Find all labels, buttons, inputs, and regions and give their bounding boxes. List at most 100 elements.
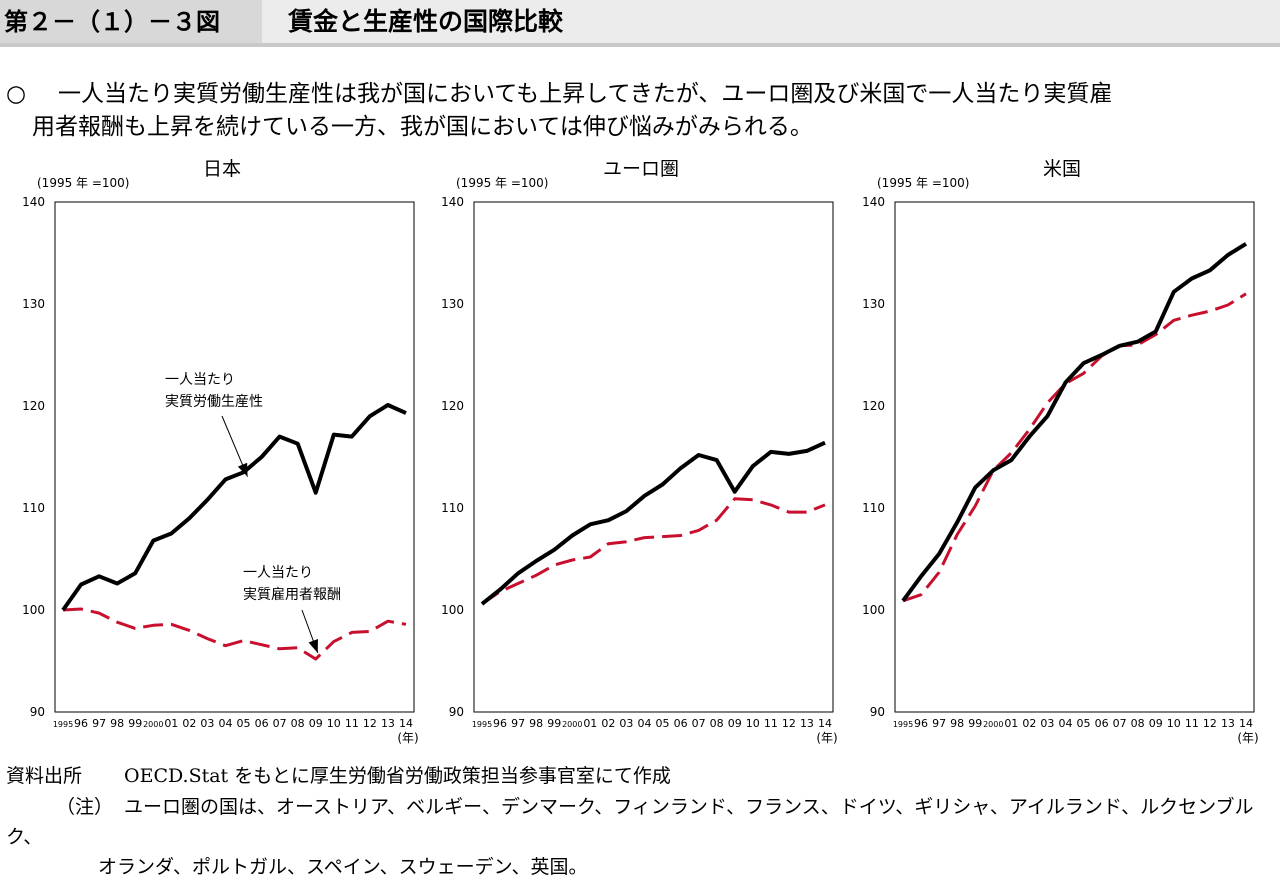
y-tick-label: 140	[22, 195, 45, 209]
y-tick-label: 130	[862, 297, 885, 311]
x-tick-label: 05	[656, 717, 670, 730]
source-label: 資料出所	[6, 765, 83, 787]
x-tick-label: 97	[92, 717, 106, 730]
x-tick-label: 02	[601, 717, 615, 730]
summary-text: ○ 一人当たり実質労働生産性は我が国においても上昇してきたが、ユーロ圏及び米国で一…	[6, 78, 1276, 144]
x-tick-label: 96	[493, 717, 507, 730]
x-tick-label: 04	[218, 717, 232, 730]
x-tick-label: 97	[932, 717, 946, 730]
x-tick-label: 11	[345, 717, 359, 730]
note-text-2: オランダ、ポルトガル、スペイン、スウェーデン、英国。	[98, 856, 588, 878]
x-tick-label: 2000	[143, 720, 163, 729]
x-tick-label: 12	[1203, 717, 1217, 730]
x-tick-label: 12	[363, 717, 377, 730]
x-tick-label: 09	[309, 717, 323, 730]
annotation-arrowhead	[237, 462, 248, 477]
header-divider	[0, 43, 1280, 47]
unit-label: (1995 年 =100)	[877, 176, 970, 190]
y-tick-label: 120	[441, 399, 464, 413]
x-axis-unit: (年)	[1237, 731, 1258, 745]
note-label: （注）	[56, 796, 114, 818]
x-tick-label: 96	[914, 717, 928, 730]
y-tick-label: 140	[862, 195, 885, 209]
x-tick-label: 11	[1185, 717, 1199, 730]
x-tick-label: 99	[128, 717, 142, 730]
y-tick-label: 90	[870, 705, 885, 719]
figure-title: 賃金と生産性の国際比較	[288, 7, 564, 36]
x-tick-label: 2000	[983, 720, 1003, 729]
unit-label: (1995 年 =100)	[456, 176, 549, 190]
x-tick-label: 1995	[893, 720, 913, 729]
y-tick-label: 130	[441, 297, 464, 311]
footnote: （注） ユーロ圏の国は、オーストリア、ベルギー、デンマーク、フィンランド、フランス…	[6, 792, 1278, 882]
bullet-mark: ○	[6, 81, 27, 107]
x-tick-label: 03	[619, 717, 633, 730]
x-tick-label: 98	[950, 717, 964, 730]
x-tick-label: 2000	[562, 720, 582, 729]
x-tick-label: 07	[692, 717, 706, 730]
x-axis-unit: (年)	[816, 731, 837, 745]
chart-title: 米国	[1043, 158, 1081, 180]
productivity-line	[61, 403, 407, 612]
y-tick-label: 90	[30, 705, 45, 719]
source-note: 資料出所 OECD.Stat をもとに厚生労働省労働政策担当参事官室にて作成	[6, 762, 671, 791]
x-tick-label: 01	[583, 717, 597, 730]
plot-frame	[894, 201, 1255, 713]
x-tick-label: 12	[782, 717, 796, 730]
summary-line-1: 一人当たり実質労働生産性は我が国においても上昇してきたが、ユーロ圏及び米国で一人…	[58, 81, 1113, 107]
x-tick-label: 07	[273, 717, 287, 730]
x-tick-label: 09	[728, 717, 742, 730]
plot-frame	[54, 201, 415, 713]
y-tick-label: 130	[22, 297, 45, 311]
y-tick-label: 140	[441, 195, 464, 209]
x-tick-label: 06	[255, 717, 269, 730]
productivity-line	[901, 242, 1248, 602]
y-tick-label: 100	[862, 603, 885, 617]
x-tick-label: 04	[1058, 717, 1072, 730]
annotation-label: 一人当たり	[165, 372, 235, 388]
y-tick-label: 120	[22, 399, 45, 413]
x-tick-label: 05	[237, 717, 251, 730]
y-tick-label: 110	[862, 501, 885, 515]
x-tick-label: 07	[1113, 717, 1127, 730]
y-tick-label: 110	[441, 501, 464, 515]
x-tick-label: 10	[746, 717, 760, 730]
y-tick-label: 110	[22, 501, 45, 515]
y-tick-label: 100	[441, 603, 464, 617]
x-tick-label: 03	[200, 717, 214, 730]
chart-title: ユーロ圏	[603, 158, 679, 180]
x-tick-label: 13	[381, 717, 395, 730]
x-tick-label: 08	[1131, 717, 1145, 730]
figure-header: 第２－（１）－３図 賃金と生産性の国際比較	[0, 0, 1280, 44]
x-tick-label: 99	[968, 717, 982, 730]
annotation-label: 実質雇用者報酬	[243, 586, 341, 603]
x-tick-label: 14	[399, 717, 413, 730]
compensation-line	[902, 292, 1247, 603]
x-tick-label: 99	[547, 717, 561, 730]
chart-title: 日本	[203, 158, 241, 180]
annotation-label: 一人当たり	[243, 565, 313, 581]
y-tick-label: 120	[862, 399, 885, 413]
x-tick-label: 97	[511, 717, 525, 730]
x-tick-label: 14	[818, 717, 832, 730]
x-tick-label: 13	[800, 717, 814, 730]
x-tick-label: 10	[1167, 717, 1181, 730]
note-text-1: ユーロ圏の国は、オーストリア、ベルギー、デンマーク、フィンランド、フランス、ドイ…	[6, 796, 1254, 848]
x-tick-label: 14	[1239, 717, 1253, 730]
x-tick-label: 11	[764, 717, 778, 730]
x-tick-label: 1995	[472, 720, 492, 729]
compensation-line	[481, 497, 826, 606]
annotation-arrowhead	[308, 639, 318, 653]
source-text: OECD.Stat をもとに厚生労働省労働政策担当参事官室にて作成	[124, 765, 671, 787]
x-tick-label: 10	[327, 717, 341, 730]
productivity-line	[480, 440, 826, 606]
summary-line-2: 用者報酬も上昇を続けている一方、我が国においては伸び悩みがみられる。	[32, 114, 813, 140]
annotation-label: 実質労働生産性	[165, 394, 263, 410]
y-tick-label: 90	[449, 705, 464, 719]
x-axis-unit: (年)	[397, 731, 418, 745]
x-tick-label: 02	[182, 717, 196, 730]
x-tick-label: 03	[1040, 717, 1054, 730]
x-tick-label: 98	[529, 717, 543, 730]
x-tick-label: 96	[74, 717, 88, 730]
